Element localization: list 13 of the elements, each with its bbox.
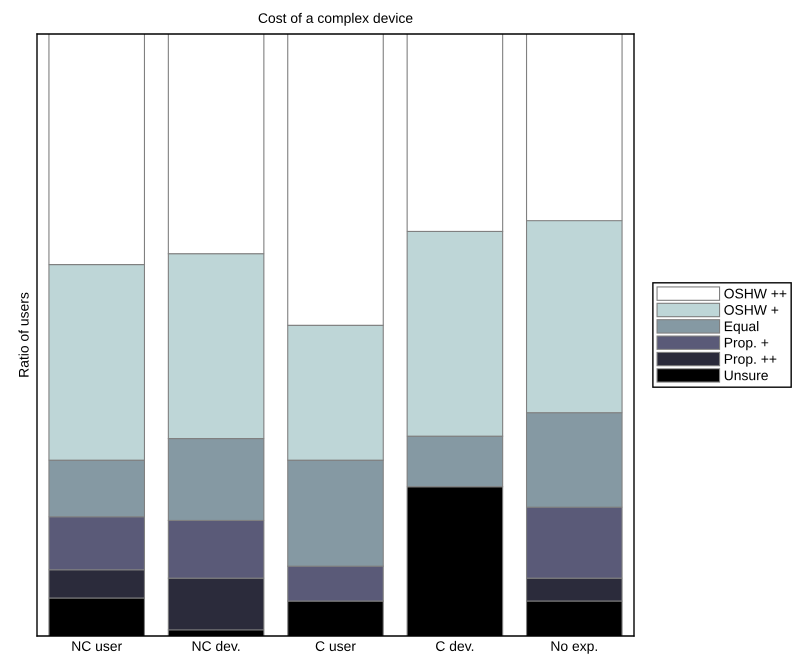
legend-label: Unsure <box>724 370 768 380</box>
legend-label: Prop. + <box>724 338 768 350</box>
y-axis-title: Ratio of users <box>18 292 29 377</box>
legend-label: Equal <box>724 321 758 334</box>
legend-label: Prop. ++ <box>724 354 776 367</box>
x-tick-label: C user <box>316 641 356 652</box>
x-tick-label: NC user <box>72 641 122 652</box>
legend-label: OSHW ++ <box>724 288 786 299</box>
legend-label: OSHW + <box>724 305 778 315</box>
x-tick-label: C dev. <box>436 640 474 652</box>
x-tick-label: NC dev. <box>192 640 240 652</box>
x-tick-label: No exp. <box>552 641 597 654</box>
chart-title: Cost of a complex device <box>258 12 412 26</box>
